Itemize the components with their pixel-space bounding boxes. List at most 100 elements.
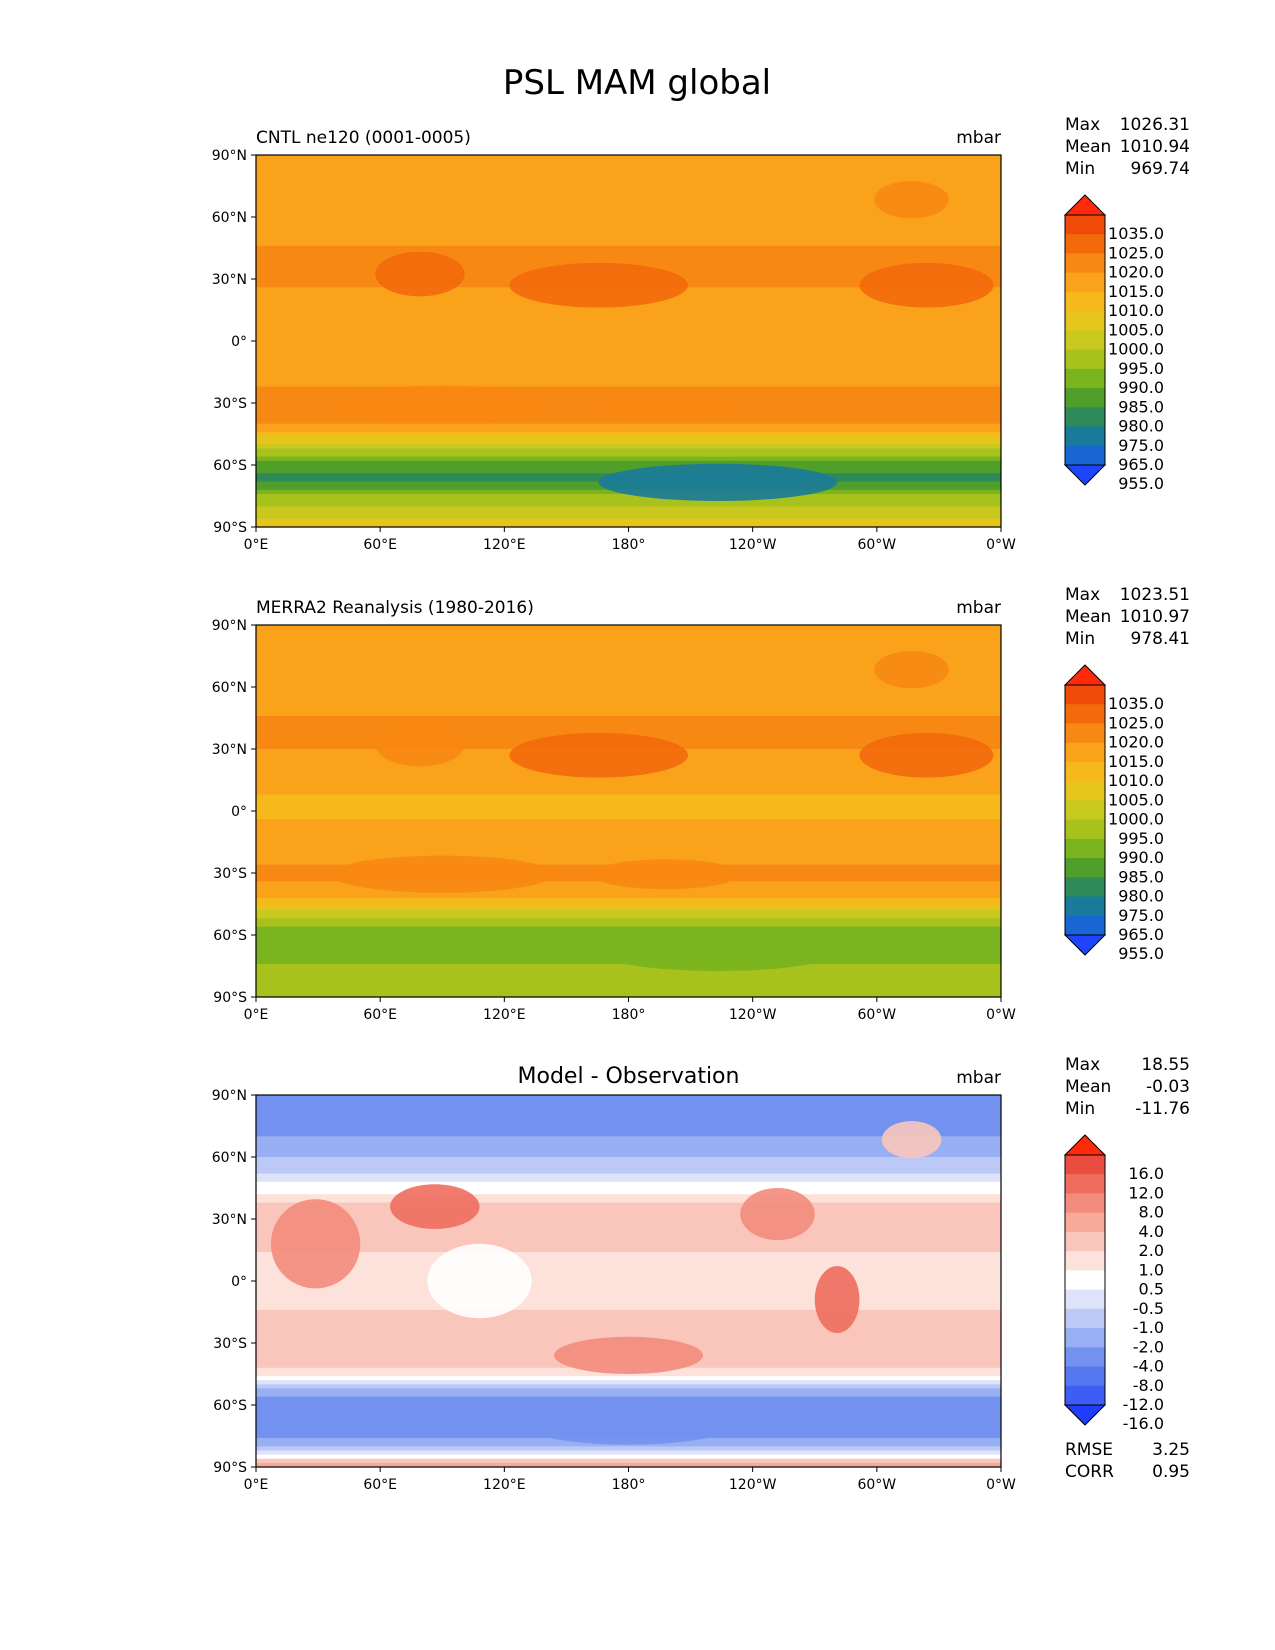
colorbar-segment (1065, 877, 1105, 898)
field-region (598, 933, 838, 971)
field-band (256, 233, 1001, 239)
field-band (256, 1107, 1001, 1113)
field-band (256, 440, 1001, 445)
xtick-label: 60°E (363, 1007, 397, 1023)
field-band (256, 1446, 1001, 1452)
field-band (256, 175, 1001, 181)
field-band (256, 378, 1001, 383)
panel-3: Model - Observation mbar Max 18.55 Mean -0.03… (212, 1055, 1190, 1493)
field-band (256, 1099, 1001, 1104)
colorbar-label: 990.0 (1118, 848, 1164, 867)
colorbar-segment (1065, 781, 1105, 801)
stat-max-label: Max (1065, 1055, 1100, 1075)
colorbar-label: 12.0 (1128, 1183, 1164, 1202)
xtick-label: 60°W (857, 537, 896, 553)
units-label: mbar (956, 128, 1001, 148)
ytick-label: 60°N (212, 680, 247, 696)
stat-min-value: -11.76 (1135, 1099, 1190, 1119)
colorbar-label: 975.0 (1118, 906, 1164, 925)
ytick-label: 30°N (212, 272, 247, 288)
colorbar-segment (1065, 445, 1105, 466)
colorbar-label: 1015.0 (1108, 282, 1164, 301)
stat-max-label: Max (1065, 585, 1100, 605)
field-band (256, 1111, 1001, 1117)
colorbar-label: 985.0 (1118, 397, 1164, 416)
xtick-label: 60°W (857, 1477, 896, 1493)
field-band (256, 856, 1001, 862)
colorbar-segment (1065, 915, 1105, 936)
field-band (256, 1144, 1001, 1150)
field-band (256, 328, 1001, 334)
field-band (256, 678, 1001, 684)
field-band (256, 930, 1001, 936)
colorbar-segment (1065, 1212, 1105, 1233)
ytick-label: 0° (231, 1274, 247, 1290)
units-label: mbar (956, 598, 1001, 618)
colorbar-label: 980.0 (1118, 887, 1164, 906)
field (256, 155, 1001, 528)
field-band (256, 670, 1001, 676)
colorbar-label: 965.0 (1118, 455, 1164, 474)
field-band (256, 456, 1001, 462)
field-band (256, 889, 1001, 895)
ytick-label: 90°N (212, 148, 247, 164)
field-band (256, 465, 1001, 470)
field-region (375, 251, 465, 297)
field-band (256, 1185, 1001, 1191)
field-region (859, 732, 994, 778)
colorbar: 16.012.08.04.02.01.00.5-0.5-1.0-2.0-4.0-… (1063, 1134, 1164, 1433)
stat-mean-value: -0.03 (1146, 1077, 1190, 1097)
colorbar-label: 955.0 (1118, 944, 1164, 963)
corr-label: CORR (1065, 1462, 1114, 1482)
field-band (256, 431, 1001, 437)
panel-title: Model - Observation (518, 1064, 740, 1089)
field-band (256, 794, 1001, 800)
field-band (256, 332, 1001, 338)
field-band (256, 345, 1001, 350)
xtick-label: 120°E (483, 1007, 526, 1023)
field-band (256, 229, 1001, 235)
field-band (256, 901, 1001, 907)
field-band (256, 498, 1001, 503)
field-band (256, 835, 1001, 841)
stat-mean-label: Mean (1065, 137, 1111, 157)
field-region (509, 262, 689, 308)
field-band (256, 984, 1001, 990)
field-band (256, 1272, 1001, 1278)
field-band (256, 662, 1001, 667)
colorbar-segment (1065, 1328, 1105, 1348)
field-band (256, 1165, 1001, 1170)
field-band (256, 212, 1001, 218)
field-band (256, 1264, 1001, 1270)
field-band (256, 452, 1001, 458)
field-region (598, 463, 838, 501)
field-region (554, 1336, 703, 1374)
field-band (256, 1309, 1001, 1315)
field-band (256, 171, 1001, 177)
colorbar-label: -0.5 (1133, 1299, 1164, 1318)
xtick-label: 0°E (244, 1477, 269, 1493)
colorbar-label: 0.5 (1139, 1280, 1164, 1299)
field-band (256, 777, 1001, 783)
field-band (256, 844, 1001, 849)
field-band (256, 1119, 1001, 1125)
field-band (256, 254, 1001, 259)
field-band (256, 1148, 1001, 1154)
xtick-label: 120°E (483, 1477, 526, 1493)
colorbar-segment (1065, 291, 1105, 312)
field-band (256, 324, 1001, 330)
units-label: mbar (956, 1068, 1001, 1088)
colorbar-label: 1000.0 (1108, 810, 1164, 829)
colorbar-segment (1065, 838, 1105, 859)
field-band (256, 819, 1001, 824)
colorbar: 1035.01025.01020.01015.01010.01005.01000… (1063, 194, 1164, 493)
field-band (256, 625, 1001, 630)
ytick-label: 90°S (213, 1460, 247, 1476)
field-band (256, 852, 1001, 858)
field-region (874, 181, 949, 219)
colorbar-segment (1065, 407, 1105, 428)
xtick-label: 0°W (986, 1477, 1016, 1493)
colorbar-label: -4.0 (1133, 1357, 1164, 1376)
xtick-label: 120°W (729, 1477, 777, 1493)
